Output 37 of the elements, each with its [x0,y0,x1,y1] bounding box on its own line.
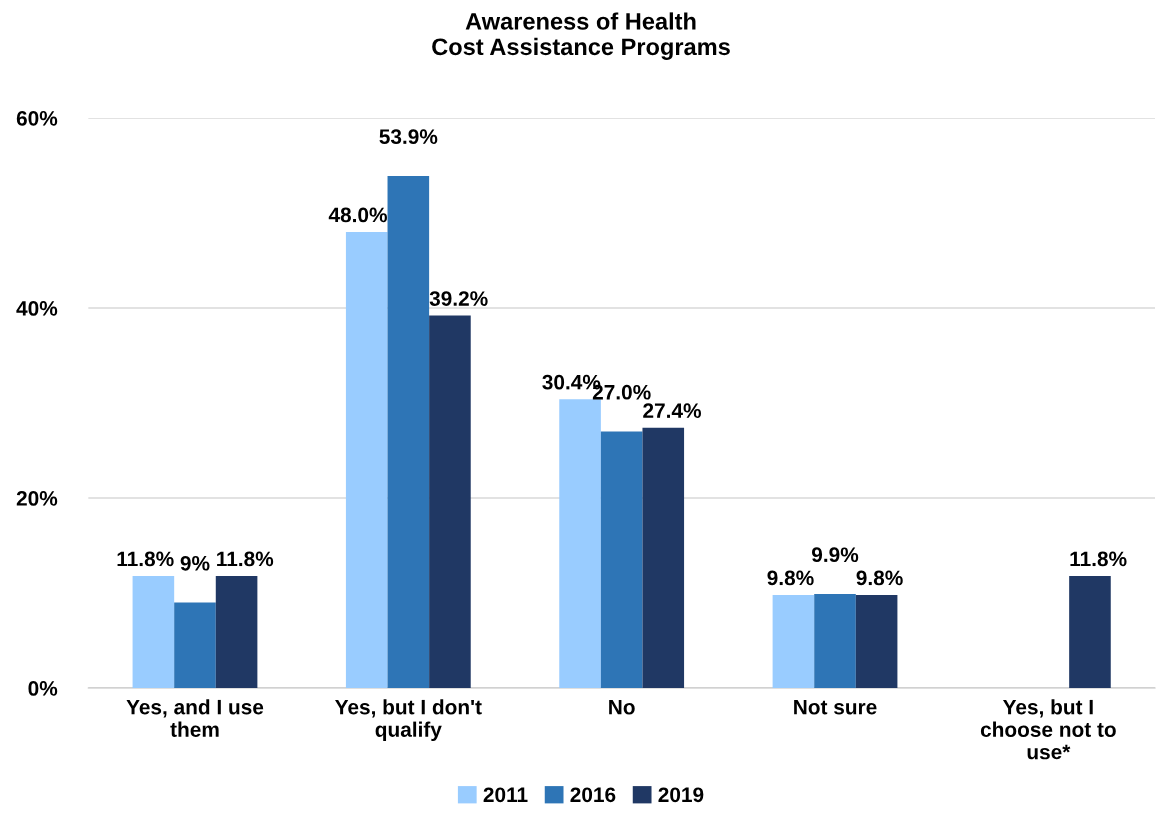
data-label: 39.2% [429,291,488,306]
chart-title: Awareness of Health Cost Assistance Programs [432,12,730,60]
data-label: 9.9% [811,547,859,563]
y-tick-label: 60% [16,110,58,126]
x-tick-label: Yes, and I use them [126,699,264,737]
x-tick-label: No [609,699,635,715]
y-tick-label: 0% [28,681,58,696]
bar [814,593,856,689]
bar [387,175,430,689]
y-tick-label: 20% [16,491,58,506]
y-tick-label: 40% [16,301,58,316]
legend-label: 2016 [570,787,616,803]
data-label: 48.0% [328,207,387,223]
data-label: 9% [180,555,210,571]
legend-label: 2011 [483,787,528,803]
bar [642,427,685,689]
data-label: 27.4% [643,403,701,418]
bar [429,315,471,689]
bar [174,602,216,689]
legend-label: 2019 [658,787,704,803]
data-label: 9.8% [767,570,814,586]
data-label: 11.8% [217,551,274,567]
data-label: 11.8% [1070,551,1127,567]
bar [559,399,601,689]
bar [600,431,643,689]
x-tick-label: Yes, but I choose not to use* [980,699,1116,760]
bar [132,575,175,689]
data-label: 53.9% [379,129,438,145]
x-tick-label: Yes, but I don't qualify [335,699,482,742]
bar [1069,575,1111,689]
data-label: 9.8% [856,570,903,586]
bar [855,594,898,689]
bar [772,594,815,689]
data-label: 11.8% [117,551,174,567]
bar [345,231,388,689]
x-tick-label: Not sure [794,699,877,715]
bar [215,575,258,689]
